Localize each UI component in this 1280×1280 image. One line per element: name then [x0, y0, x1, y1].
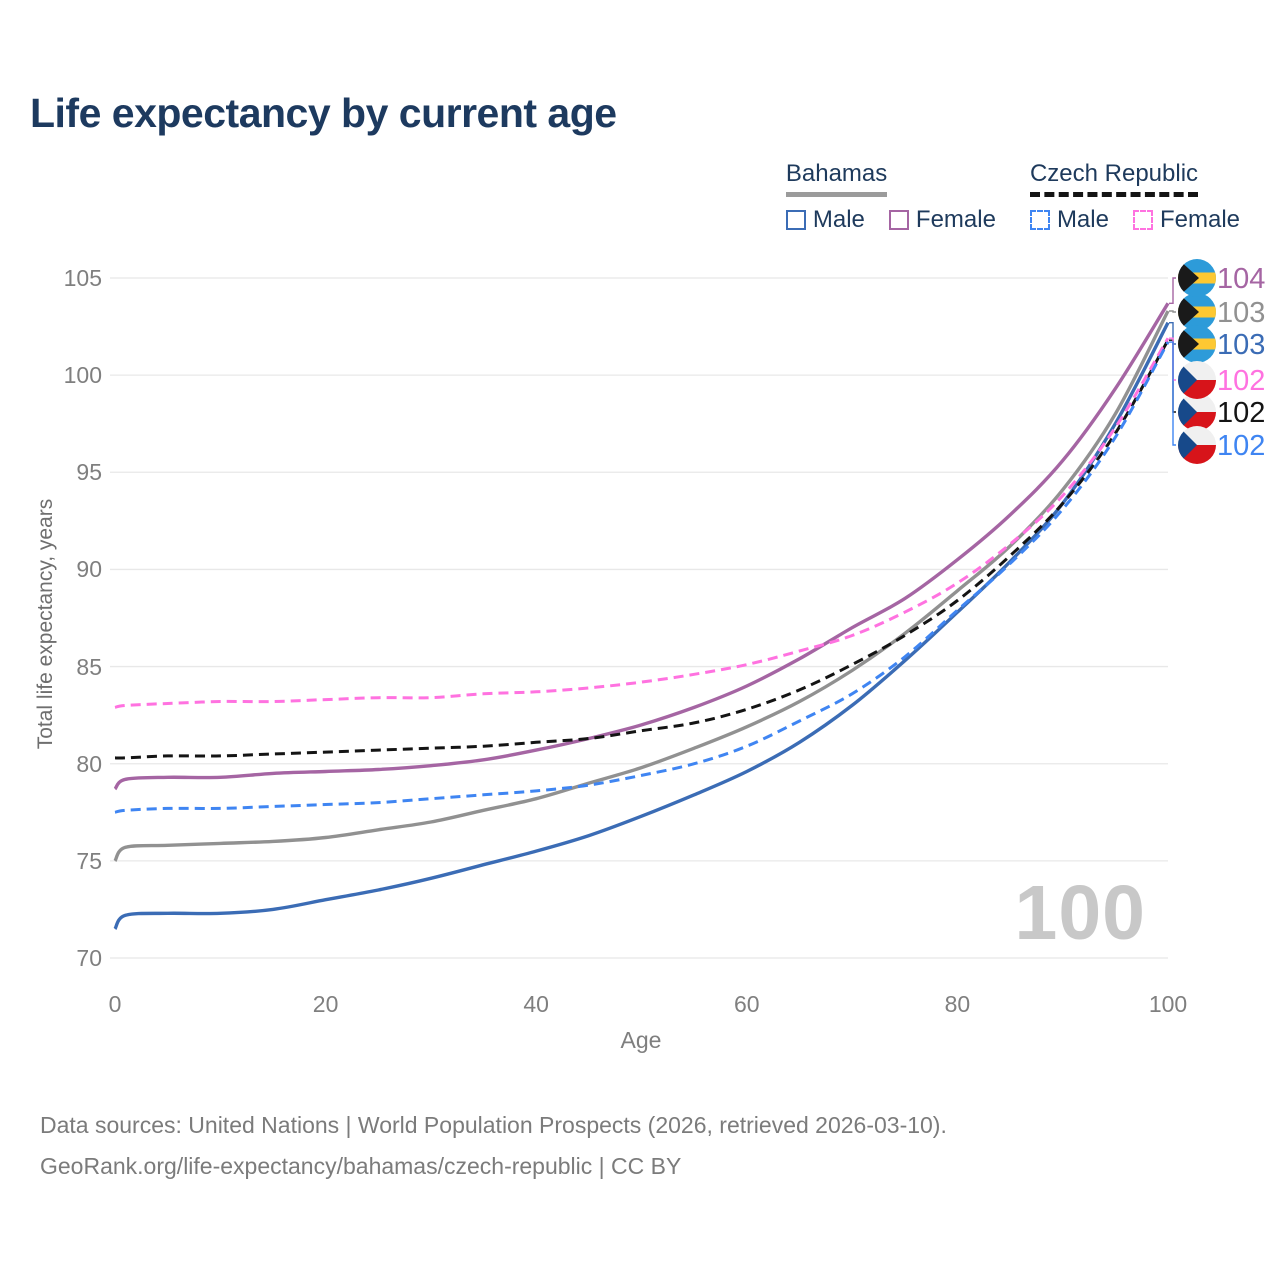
legend-swatch-icon: [1132, 210, 1153, 231]
legend-item-czech-republic-female[interactable]: Female: [1132, 206, 1240, 234]
end-label-connector-bahamas-female: [1169, 277, 1176, 304]
end-value-label-bahamas: 103: [1217, 297, 1265, 329]
end-value-label-czech-republic-female: 102: [1217, 365, 1265, 397]
y-tick-100: 100: [63, 362, 102, 389]
legend-swatch-icon: [1029, 210, 1050, 231]
y-tick-75: 75: [76, 847, 102, 874]
x-tick-60: 60: [734, 991, 760, 1017]
y-tick-80: 80: [76, 750, 102, 777]
y-axis-label: Total life expectancy, years: [34, 498, 57, 750]
legend-swatch-icon: [888, 210, 909, 231]
chart-title: Life expectancy by current age: [30, 90, 617, 136]
line-czech-republic-female[interactable]: [114, 337, 1170, 709]
legend-items-row: Male Female: [785, 206, 996, 234]
line-bahamas-male[interactable]: [113, 321, 1170, 930]
x-tick-80: 80: [944, 991, 971, 1017]
end-label-connector-bahamas: [1169, 310, 1176, 313]
legend-swatch-icon: [785, 210, 806, 231]
x-tick-0: 0: [108, 991, 122, 1017]
legend-group-bahamas: Bahamas Male Female: [785, 160, 996, 234]
legend-header-bahamas[interactable]: Bahamas: [785, 160, 888, 198]
y-tick-95: 95: [76, 459, 102, 486]
end-label-connector-bahamas-male: [1169, 322, 1176, 345]
czech-flag-icon: [1178, 361, 1216, 399]
x-tick-40: 40: [523, 991, 549, 1017]
legend-item-label: Female: [1159, 206, 1240, 234]
data-sources-line: Data sources: United Nations | World Pop…: [40, 1112, 947, 1138]
legend: Bahamas Male Female Czech Republic Male Femal…: [785, 160, 1240, 234]
end-value-label-czech-republic: 102: [1217, 397, 1265, 429]
legend-item-bahamas-female[interactable]: Female: [888, 206, 996, 234]
legend-group-czech-republic: Czech Republic Male Female: [1029, 160, 1240, 234]
line-bahamas[interactable]: [113, 310, 1170, 862]
legend-item-label: Male: [812, 206, 865, 234]
legend-items-row: Male Female: [1029, 206, 1240, 234]
legend-item-label: Male: [1056, 206, 1109, 234]
legend-header-czech-republic[interactable]: Czech Republic: [1029, 160, 1199, 198]
legend-item-bahamas-male[interactable]: Male: [785, 206, 865, 234]
line-bahamas-female[interactable]: [113, 302, 1170, 791]
legend-item-czech-republic-male[interactable]: Male: [1029, 206, 1109, 234]
x-tick-20: 20: [312, 991, 339, 1017]
y-tick-85: 85: [76, 653, 102, 680]
x-tick-100: 100: [1148, 991, 1188, 1017]
bahamas-flag-icon: [1178, 325, 1216, 363]
bahamas-flag-icon: [1178, 259, 1216, 297]
czech-flag-icon: [1178, 426, 1216, 464]
end-value-label-czech-republic-male: 102: [1217, 430, 1265, 462]
end-label-connector-czech-republic-male: [1169, 341, 1176, 446]
y-tick-90: 90: [76, 556, 102, 583]
line-czech-republic-male[interactable]: [114, 341, 1170, 814]
attribution-line: GeoRank.org/life-expectancy/bahamas/czec…: [40, 1153, 682, 1179]
x-axis-label: Age: [620, 1027, 662, 1053]
end-value-label-bahamas-female: 104: [1217, 263, 1265, 295]
age-indicator-watermark: 100: [1014, 870, 1146, 956]
y-tick-105: 105: [63, 265, 102, 291]
legend-item-label: Female: [915, 206, 996, 234]
y-tick-70: 70: [76, 945, 102, 971]
end-value-label-bahamas-male: 103: [1217, 329, 1265, 361]
footer-caption: Data sources: United Nations | World Pop…: [40, 1105, 947, 1187]
line-czech-republic[interactable]: [114, 339, 1170, 760]
